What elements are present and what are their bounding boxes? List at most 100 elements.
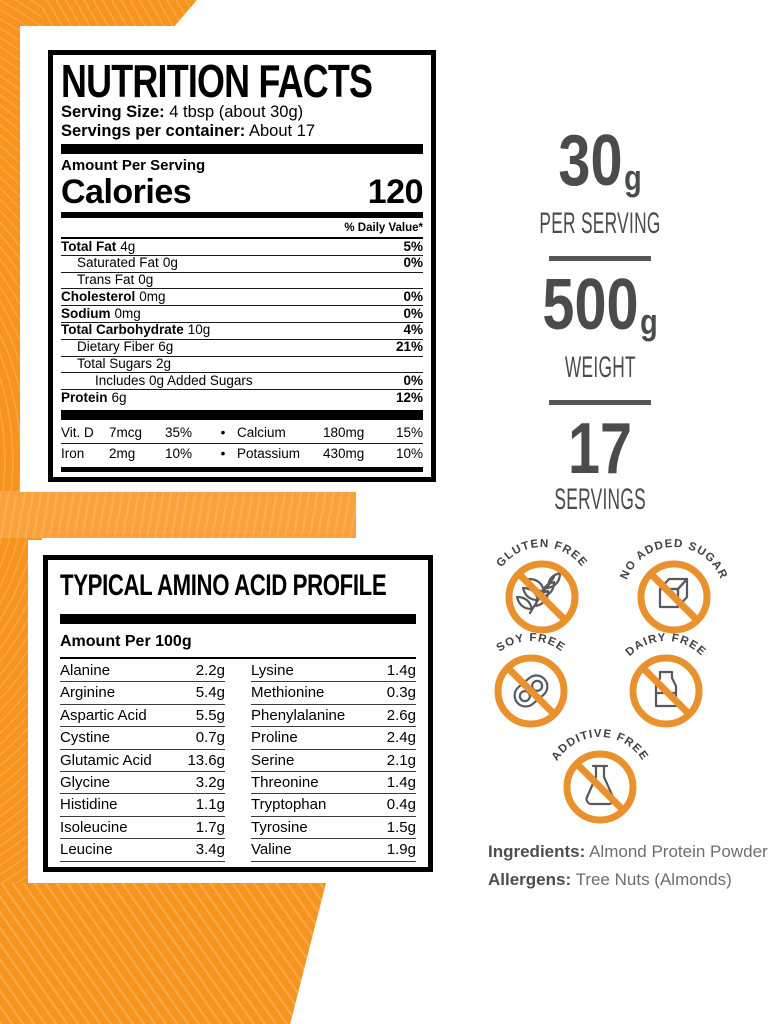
nutrient-amount: 4g [120, 238, 136, 254]
amino-acid-value: 1.9g [386, 841, 416, 859]
serving-size-value: 4 tbsp (about 30g) [169, 103, 304, 121]
amino-acid-name: Histidine [60, 796, 118, 814]
amino-acid-row: Valine 1.9g [251, 839, 416, 862]
nutrient-row: Total Carbohydrate 10g 4% [61, 321, 423, 339]
stat-servings: 17 SERVINGS [470, 409, 730, 516]
amino-acid-name: Arginine [60, 684, 116, 702]
daily-value-header: % Daily Value* [61, 220, 423, 239]
nutrition-facts-title: NUTRITION FACTS [61, 55, 373, 107]
calories-label: Calories [61, 173, 192, 211]
micronutrient-daily-value: 10% [395, 445, 423, 461]
amino-acid-name: Aspartic Acid [60, 706, 147, 724]
micronutrient-daily-value: 15% [395, 424, 423, 440]
amino-acid-value: 0.4g [386, 796, 416, 814]
amino-acid-value: 5.5g [195, 706, 225, 724]
amino-acid-table: Alanine 2.2g Arginine 5.4g Aspartic Acid… [60, 660, 416, 862]
amino-acid-row: Threonine 1.4g [251, 772, 416, 795]
daily-value-footnote: * The % Daily Value (DV) tells you how m… [61, 474, 423, 478]
nutrient-name: Includes 0g Added Sugars [95, 372, 253, 388]
amino-acid-name: Serine [251, 751, 295, 769]
amino-acid-row: Tyrosine 1.5g [251, 817, 416, 840]
amino-acid-title: TYPICAL AMINO ACID PROFILE [60, 569, 387, 602]
servings-per-container-label: Servings per container: [61, 121, 246, 140]
amino-acid-name: Leucine [60, 841, 113, 859]
amino-acid-row: Histidine 1.1g [60, 794, 225, 817]
nutrient-daily-value: 12% [395, 389, 423, 405]
nutrient-name: Protein [61, 389, 108, 405]
separator-bullet: • [220, 424, 226, 440]
amino-acid-row: Isoleucine 1.7g [60, 817, 225, 840]
allergens-value: Tree Nuts (Almonds) [575, 870, 732, 889]
nutrient-row: Dietary Fiber 6g 21% [61, 338, 423, 356]
amino-acid-value: 1.4g [386, 774, 416, 792]
amino-acid-value: 5.4g [195, 684, 225, 702]
serving-size-label: Serving Size: [61, 103, 165, 121]
amino-acid-column-right: Lysine 1.4g Methionine 0.3g Phenylalanin… [251, 660, 416, 862]
amino-acid-row: Serine 2.1g [251, 750, 416, 773]
stat-divider [549, 256, 651, 261]
nutrient-amount: 6g [158, 339, 174, 355]
nutrient-name: Sodium [61, 305, 111, 321]
gluten-free-badge: GLUTEN FREE [472, 519, 612, 653]
amino-acid-name: Proline [251, 729, 298, 747]
micronutrient-name: Potassium [237, 445, 301, 461]
amino-acid-panel: TYPICAL AMINO ACID PROFILE Amount Per 10… [43, 555, 433, 872]
nutrient-amount: 0mg [114, 305, 141, 321]
nutrient-row: Includes 0g Added Sugars 0% [61, 372, 423, 389]
nutrient-amount: 0g [138, 272, 154, 288]
nutrient-name: Total Carbohydrate [61, 322, 184, 338]
nutrient-daily-value: 5% [403, 238, 423, 254]
svg-text:NO ADDED SUGAR: NO ADDED SUGAR [619, 538, 730, 582]
amino-acid-value: 0.7g [195, 729, 225, 747]
stat-label: PER SERVING [539, 207, 661, 240]
amino-acid-row: Proline 2.4g [251, 727, 416, 750]
nutrient-name: Total Fat [61, 238, 117, 254]
nutrient-amount: 0g [162, 255, 178, 271]
amino-acid-name: Phenylalanine [251, 706, 346, 724]
nutrient-daily-value: 0% [403, 288, 423, 304]
nutrient-row: Total Sugars 2g [61, 355, 423, 373]
servings-per-container-line: Servings per container: About 17 [61, 122, 423, 141]
amino-acid-value: 0.3g [386, 684, 416, 702]
nutrient-daily-value: 4% [403, 322, 423, 338]
amino-acid-row: Glutamic Acid 13.6g [60, 750, 225, 773]
orange-bottom-decoration [0, 883, 326, 1024]
amino-acid-row: Leucine 3.4g [60, 839, 225, 862]
svg-text:ADDITIVE FREE: ADDITIVE FREE [550, 728, 651, 763]
amino-acid-name: Threonine [251, 774, 319, 792]
orange-middle-band-decoration [0, 491, 356, 538]
thick-rule [61, 409, 423, 420]
amino-acid-value: 1.5g [386, 818, 416, 836]
micronutrient-rows: Vit. D 7mcg 35% • Calcium 180mg 15% Iron… [61, 423, 423, 464]
no-added-sugar-badge: NO ADDED SUGAR [604, 519, 744, 653]
amino-acid-row: Methionine 0.3g [251, 682, 416, 705]
svg-text:SOY FREE: SOY FREE [495, 632, 568, 654]
nutrient-rows: Total Fat 4g 5% Saturated Fat 0g 0% Tran… [61, 239, 423, 406]
amino-acid-value: 3.4g [195, 841, 225, 859]
micronutrient-amount: 430mg [323, 445, 365, 461]
nutrient-name: Trans Fat [77, 272, 135, 288]
additive-free-badge: ADDITIVE FREE [530, 709, 670, 843]
stat-value: 17 [567, 409, 633, 489]
amino-acid-row: Arginine 5.4g [60, 682, 225, 705]
nutrient-row: Cholesterol 0mg 0% [61, 288, 423, 305]
amino-acid-value: 1.7g [195, 818, 225, 836]
nutrient-row: Trans Fat 0g [61, 271, 423, 289]
nutrient-amount: 2g [156, 356, 172, 372]
amino-acid-row: Cystine 0.7g [60, 727, 225, 750]
nutrient-name: Dietary Fiber [77, 339, 155, 355]
nutrient-name: Total Sugars [77, 356, 153, 372]
amino-acid-name: Tyrosine [251, 818, 308, 836]
amino-acid-name: Glycine [60, 774, 111, 792]
amino-acid-row: Glycine 3.2g [60, 772, 225, 795]
stat-label: SERVINGS [554, 483, 646, 516]
amino-acid-name: Valine [251, 841, 292, 859]
nutrient-daily-value: 21% [395, 339, 423, 355]
nutrient-daily-value: 0% [403, 372, 423, 388]
stat-value: 30g [558, 121, 642, 201]
medium-rule [61, 466, 423, 472]
amino-acid-row: Tryptophan 0.4g [251, 794, 416, 817]
stat-per-serving: 30g PER SERVING [470, 121, 730, 240]
allergens-label: Allergens: [488, 870, 572, 889]
amino-acid-row: Phenylalanine 2.6g [251, 705, 416, 728]
